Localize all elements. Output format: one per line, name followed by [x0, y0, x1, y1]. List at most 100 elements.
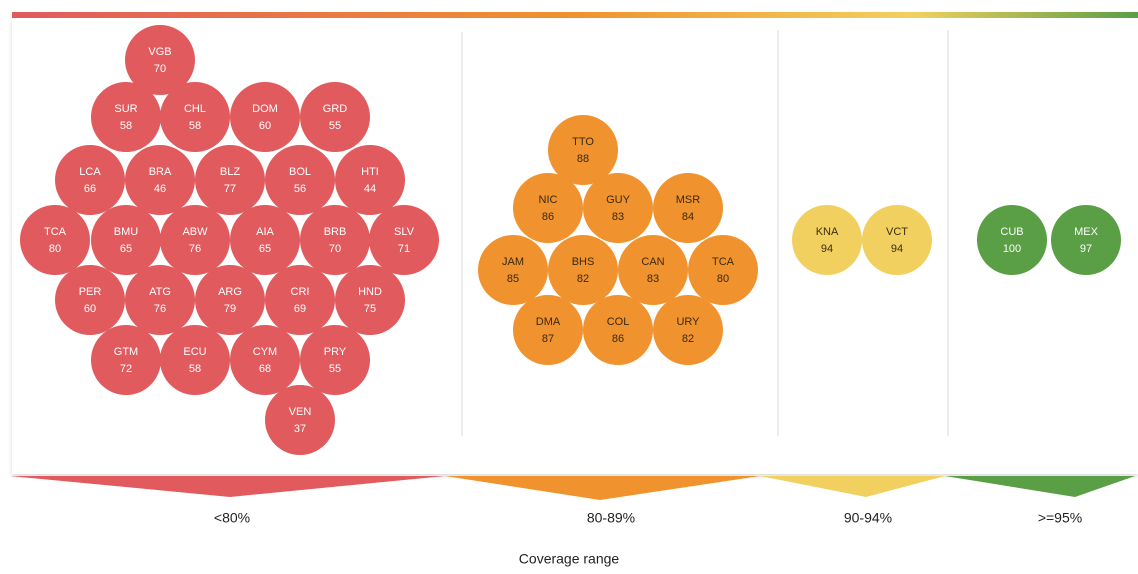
bubble-code: SUR — [114, 103, 137, 115]
bubble — [125, 265, 195, 335]
bubble-value: 76 — [154, 303, 166, 315]
bubble — [300, 205, 370, 275]
bubble-code: TCA — [712, 256, 735, 268]
axis-title: Coverage range — [519, 551, 620, 567]
bubble-value: 68 — [259, 363, 271, 375]
bubble — [300, 325, 370, 395]
bubble-code: JAM — [502, 256, 524, 268]
bubble-code: VEN — [289, 406, 312, 418]
bubble-code: AIA — [256, 226, 274, 238]
bubble-code: CRI — [291, 286, 310, 298]
bubble-value: 44 — [364, 183, 376, 195]
bubble — [583, 295, 653, 365]
bubble — [300, 82, 370, 152]
bubble-code: SLV — [394, 226, 415, 238]
bubble — [265, 385, 335, 455]
bubble — [513, 173, 583, 243]
bubble — [862, 205, 932, 275]
range-label: 80-89% — [587, 510, 635, 526]
bubble-value: 86 — [612, 333, 624, 345]
bubble-value: 66 — [84, 183, 96, 195]
bubble — [977, 205, 1047, 275]
bubble-value: 94 — [821, 243, 833, 255]
bubble — [160, 82, 230, 152]
bubble-code: GRD — [323, 103, 348, 115]
bubble-code: ABW — [182, 226, 208, 238]
bubble-code: MSR — [676, 194, 701, 206]
bubble-value: 97 — [1080, 243, 1092, 255]
bubble — [688, 235, 758, 305]
bubble-code: URY — [676, 316, 700, 328]
bubble-value: 65 — [259, 243, 271, 255]
bubble-value: 83 — [612, 211, 624, 223]
bubble — [230, 325, 300, 395]
bubble-value: 60 — [84, 303, 96, 315]
bubble-value: 60 — [259, 120, 271, 132]
bubble — [91, 205, 161, 275]
bubble — [160, 325, 230, 395]
bubble-code: CAN — [641, 256, 664, 268]
bubble-value: 100 — [1003, 243, 1021, 255]
bubble — [265, 265, 335, 335]
bubble — [125, 25, 195, 95]
bubble — [792, 205, 862, 275]
bubble-code: ARG — [218, 286, 242, 298]
bubble-value: 75 — [364, 303, 376, 315]
bubble-value: 70 — [154, 63, 166, 75]
bubble-code: PER — [79, 286, 102, 298]
bubble-value: 82 — [577, 273, 589, 285]
bubble-code: PRY — [324, 346, 347, 358]
bubble-code: BLZ — [220, 166, 240, 178]
bubble-value: 85 — [507, 273, 519, 285]
bubble-code: DMA — [536, 316, 561, 328]
bubble — [583, 173, 653, 243]
bubble — [548, 235, 618, 305]
bubble-value: 55 — [329, 363, 341, 375]
bubble-value: 79 — [224, 303, 236, 315]
bubble-value: 87 — [542, 333, 554, 345]
bubble — [335, 145, 405, 215]
bubble-value: 76 — [189, 243, 201, 255]
bubble — [91, 82, 161, 152]
bubble — [653, 173, 723, 243]
top-bar — [12, 12, 1138, 18]
bubble-code: CHL — [184, 103, 206, 115]
bubble-value: 55 — [329, 120, 341, 132]
bubble — [513, 295, 583, 365]
bubble-value: 69 — [294, 303, 306, 315]
bubble-code: ECU — [183, 346, 206, 358]
range-pointer — [445, 476, 760, 500]
bubble-code: VCT — [886, 226, 908, 238]
bubble — [618, 235, 688, 305]
bubble-value: 84 — [682, 211, 694, 223]
bubble — [125, 145, 195, 215]
bubble — [195, 265, 265, 335]
bubble-value: 80 — [49, 243, 61, 255]
bubble — [265, 145, 335, 215]
bubble-code: COL — [607, 316, 630, 328]
bubble-value: 58 — [189, 363, 201, 375]
bubble-value: 77 — [224, 183, 236, 195]
bubble — [55, 145, 125, 215]
bubble-value: 58 — [120, 120, 132, 132]
bubble-code: BOL — [289, 166, 311, 178]
bubble-code: BHS — [572, 256, 595, 268]
bubble — [548, 115, 618, 185]
bubble — [91, 325, 161, 395]
bubble — [335, 265, 405, 335]
bubble — [160, 205, 230, 275]
bubble-value: 88 — [577, 153, 589, 165]
bubble-value: 71 — [398, 243, 410, 255]
bubble-code: DOM — [252, 103, 278, 115]
bubble-code: CYM — [253, 346, 277, 358]
bubble — [1051, 205, 1121, 275]
bubble-code: ATG — [149, 286, 171, 298]
bubble — [230, 82, 300, 152]
bubble-code: TCA — [44, 226, 67, 238]
range-pointer — [760, 476, 945, 497]
bubble-value: 94 — [891, 243, 903, 255]
range-label: >=95% — [1038, 510, 1082, 526]
bubble-value: 65 — [120, 243, 132, 255]
bubble-code: CUB — [1000, 226, 1023, 238]
